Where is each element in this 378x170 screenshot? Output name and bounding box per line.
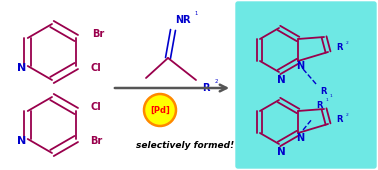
Text: $_1$: $_1$	[325, 96, 330, 104]
Text: R: R	[336, 115, 342, 124]
Text: $_2$: $_2$	[345, 111, 349, 119]
Text: R: R	[336, 44, 342, 53]
Text: Br: Br	[92, 29, 104, 39]
Text: selectively formed!: selectively formed!	[136, 140, 234, 149]
Text: $_2$: $_2$	[345, 39, 349, 47]
Text: R: R	[316, 100, 322, 109]
Text: N: N	[277, 147, 285, 157]
Text: R: R	[202, 83, 209, 93]
Text: $_1$: $_1$	[329, 92, 333, 100]
Text: N: N	[17, 63, 26, 73]
Text: NR: NR	[175, 15, 191, 25]
Text: $_2$: $_2$	[214, 78, 219, 87]
Text: N: N	[296, 133, 304, 143]
Text: N: N	[296, 61, 304, 71]
Text: N: N	[17, 136, 26, 146]
FancyBboxPatch shape	[236, 2, 376, 168]
Text: [Pd]: [Pd]	[150, 106, 170, 115]
Text: $_1$: $_1$	[194, 10, 199, 19]
Text: Cl: Cl	[90, 63, 101, 73]
Text: Br: Br	[90, 136, 102, 146]
Circle shape	[144, 94, 176, 126]
Text: N: N	[277, 75, 285, 85]
Text: R: R	[320, 87, 327, 96]
Text: Cl: Cl	[90, 102, 101, 112]
